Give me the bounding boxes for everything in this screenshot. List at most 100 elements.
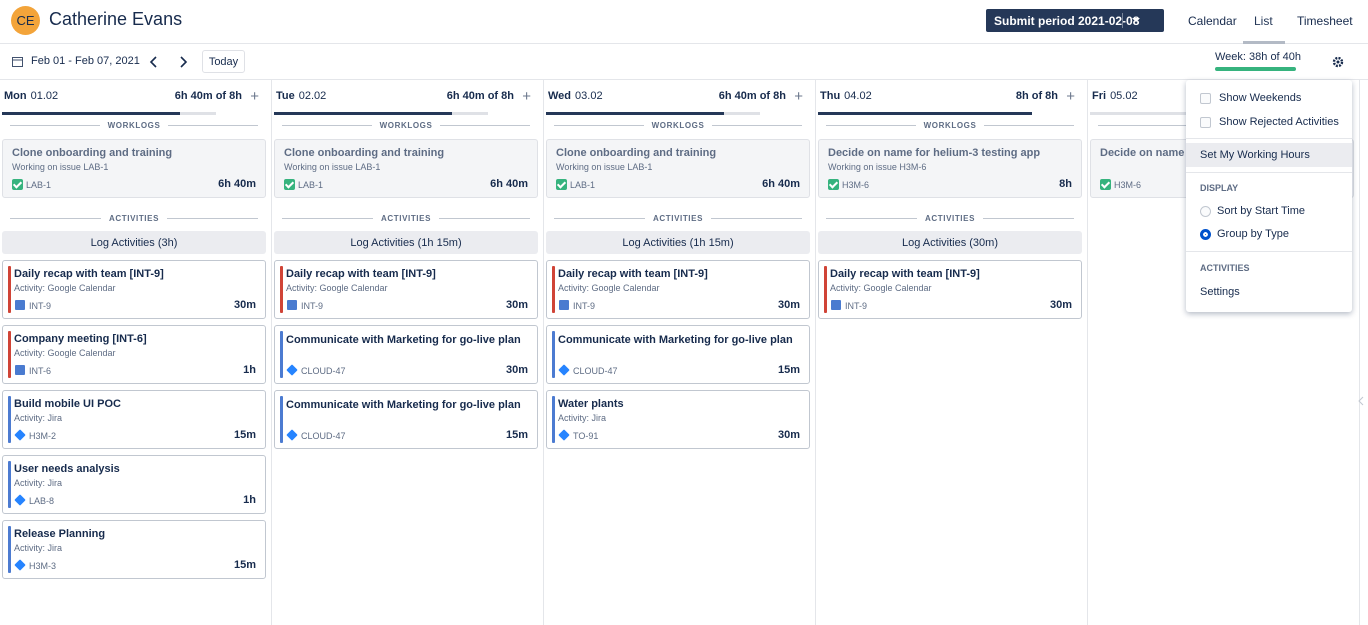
activity-time: 15m [233, 559, 256, 571]
menu-item[interactable]: Set My Working Hours [1186, 143, 1352, 167]
activity-card[interactable]: User needs analysis Activity: Jira LAB-8 1h [2, 455, 266, 514]
activity-card[interactable]: Release Planning Activity: Jira H3M-3 15m [2, 520, 266, 579]
radio [1200, 205, 1211, 217]
today-button[interactable]: Today [202, 50, 245, 73]
activity-key: CLOUD-47 [301, 431, 346, 441]
add-button[interactable]: + [522, 87, 531, 105]
menu-label: Group by Type [1217, 228, 1289, 240]
activity-card[interactable]: Company meeting [INT-6] Activity: Google … [2, 325, 266, 384]
activity-stripe [552, 331, 555, 378]
activity-card[interactable]: Daily recap with team [INT-9] Activity: G… [2, 260, 266, 319]
activity-time: 1h [243, 494, 256, 506]
activity-time: 30m [505, 299, 528, 311]
activity-card[interactable]: Daily recap with team [INT-9] Activity: G… [274, 260, 538, 319]
calendar-icon [12, 57, 23, 67]
worklog-check [284, 179, 295, 190]
worklog-check [12, 179, 23, 190]
worklog-subtitle: Working on issue LAB-1 [12, 162, 109, 172]
activity-card[interactable]: Build mobile UI POC Activity: Jira H3M-2 15… [2, 390, 266, 449]
activity-subtitle: Activity: Google Calendar [558, 283, 660, 293]
log-activities-button[interactable]: Log Activities (1h 15m) [274, 231, 538, 254]
activity-subtitle: Activity: Jira [558, 413, 607, 423]
day-date: 05.02 [1110, 90, 1138, 102]
day-header: Wed 03.02 6h 40m of 8h + [546, 80, 810, 112]
menu-item[interactable]: Group by Type [1186, 222, 1352, 246]
menu-item[interactable]: Settings [1186, 280, 1352, 304]
log-activities-button[interactable]: Log Activities (3h) [2, 231, 266, 254]
activity-time: 30m [505, 364, 528, 376]
collapse-handle[interactable] [1358, 396, 1364, 406]
menu-item[interactable]: Sort by Start Time [1186, 199, 1352, 223]
activity-key: INT-9 [29, 301, 52, 311]
worklog-card[interactable]: Decide on name for helium-3 testing app W… [818, 139, 1082, 198]
menu-item[interactable]: Show Rejected Activities [1186, 110, 1352, 134]
worklog-card[interactable]: Clone onboarding and training Working on … [546, 139, 810, 198]
activity-time: 30m [1049, 299, 1072, 311]
day-name: Tue [276, 90, 295, 102]
week-progress [1215, 67, 1296, 71]
menu-label: Show Weekends [1219, 92, 1302, 104]
worklog-card[interactable]: Clone onboarding and training Working on … [274, 139, 538, 198]
add-button[interactable]: + [1066, 87, 1075, 105]
worklog-check [1100, 179, 1111, 190]
activity-title: User needs analysis [14, 463, 120, 475]
activity-time: 15m [505, 429, 528, 441]
day-progress-fill [2, 112, 181, 115]
source-icon [558, 364, 570, 376]
day-progress [546, 112, 760, 115]
source-icon [286, 429, 298, 441]
activity-key: INT-6 [29, 366, 52, 376]
activity-key: CLOUD-47 [301, 366, 346, 376]
submit-button[interactable]: Submit period 2021-02-08 [986, 9, 1164, 32]
add-button[interactable]: + [794, 87, 803, 105]
log-activities-button[interactable]: Log Activities (1h 15m) [546, 231, 810, 254]
day-column: Wed 03.02 6h 40m of 8h + WORKLOGS Clone onboa… [544, 80, 816, 625]
source-icon [14, 429, 26, 441]
activity-subtitle: Activity: Google Calendar [14, 348, 116, 358]
activity-card[interactable]: Communicate with Marketing for go-live p… [546, 325, 810, 384]
activity-time: 15m [233, 429, 256, 441]
worklog-title: Clone onboarding and training [556, 147, 717, 159]
source-icon [286, 364, 298, 376]
activity-card[interactable]: Daily recap with team [INT-9] Activity: G… [818, 260, 1082, 319]
day-header: Mon 01.02 6h 40m of 8h + [2, 80, 266, 112]
tab[interactable]: Timesheet [1297, 14, 1353, 28]
activity-title: Daily recap with team [INT-9] [830, 268, 980, 280]
tab[interactable]: Calendar [1188, 14, 1237, 28]
menu-item[interactable]: Show Weekends [1186, 86, 1352, 110]
activity-key: H3M-2 [29, 431, 57, 441]
worklog-card[interactable]: Clone onboarding and training Working on … [2, 139, 266, 198]
day-column: Tue 02.02 6h 40m of 8h + WORKLOGS Clone onboa… [272, 80, 544, 625]
prev-button[interactable] [149, 55, 159, 69]
activity-subtitle: Activity: Jira [14, 478, 63, 488]
worklog-key: LAB-1 [570, 180, 596, 190]
activity-card[interactable]: Communicate with Marketing for go-live p… [274, 390, 538, 449]
menu-label: Set My Working Hours [1200, 149, 1310, 161]
day-total: 8h of 8h [1015, 90, 1058, 102]
worklog-subtitle: Working on issue LAB-1 [556, 162, 653, 172]
activity-time: 15m [777, 364, 800, 376]
day-header: Thu 04.02 8h of 8h + [818, 80, 1082, 112]
worklog-key: H3M-6 [842, 180, 870, 190]
activity-card[interactable]: Daily recap with team [INT-9] Activity: G… [546, 260, 810, 319]
activity-time: 30m [777, 429, 800, 441]
activity-subtitle: Activity: Jira [14, 413, 63, 423]
divider [1186, 138, 1352, 139]
add-button[interactable]: + [250, 87, 259, 105]
activity-card[interactable]: Water plants Activity: Jira TO-91 30m [546, 390, 810, 449]
section-label: WORKLOGS [818, 115, 1082, 135]
activity-stripe [280, 331, 283, 378]
tab[interactable]: List [1254, 14, 1273, 28]
source-icon [15, 300, 25, 310]
day-progress [274, 112, 488, 115]
date-range[interactable]: Feb 01 - Feb 07, 2021 [31, 55, 140, 67]
tab-underline [1243, 41, 1285, 44]
day-total: 6h 40m of 8h [174, 90, 242, 102]
source-icon [559, 300, 569, 310]
settings-gear[interactable] [1332, 56, 1344, 68]
activity-card[interactable]: Communicate with Marketing for go-live p… [274, 325, 538, 384]
log-activities-button[interactable]: Log Activities (30m) [818, 231, 1082, 254]
next-button[interactable] [178, 55, 188, 69]
avatar[interactable]: CE [11, 6, 40, 35]
